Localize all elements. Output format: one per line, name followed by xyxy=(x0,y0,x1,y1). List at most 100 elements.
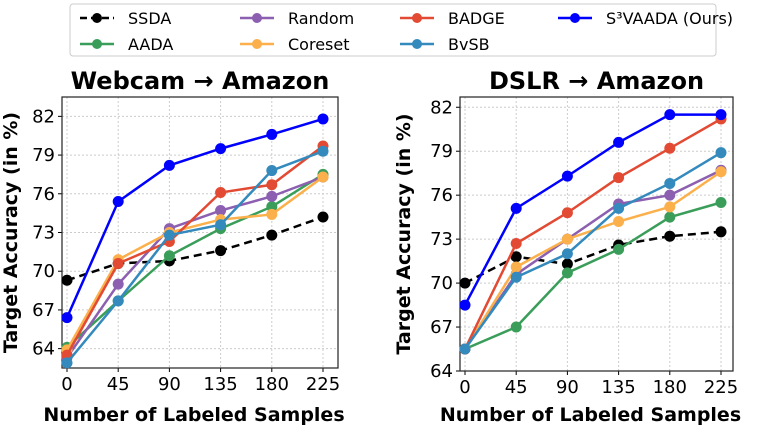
data-point xyxy=(215,219,227,231)
series-line xyxy=(463,151,722,350)
series-line xyxy=(66,215,324,282)
legend: SSDA AADA Random Coreset BADGE BvSB S³VAADA (O… xyxy=(69,3,733,57)
legend-marker xyxy=(92,39,102,49)
plot-frame xyxy=(459,96,734,372)
series-s-vaada-ours- xyxy=(459,109,727,311)
data-point xyxy=(613,172,625,184)
legend-label: SSDA xyxy=(128,9,171,28)
data-point xyxy=(664,230,676,242)
x-tick-label: 90 xyxy=(556,377,579,398)
y-tick-label: 79 xyxy=(32,145,55,166)
legend-box xyxy=(69,3,717,57)
data-point xyxy=(510,271,522,283)
data-point xyxy=(664,201,676,213)
series-line xyxy=(65,176,324,351)
data-point xyxy=(613,202,625,214)
legend-item: SSDA xyxy=(80,9,171,28)
data-point xyxy=(215,186,227,198)
y-tick-label: 73 xyxy=(430,229,453,250)
y-tick-label: 70 xyxy=(32,261,55,282)
data-point xyxy=(61,312,73,324)
series-random xyxy=(459,164,727,355)
legend-label: S³VAADA (Ours) xyxy=(606,9,733,28)
data-point xyxy=(112,295,124,307)
legend-item: Random xyxy=(240,9,354,28)
series-line xyxy=(464,230,722,285)
series-ssda xyxy=(61,211,329,286)
data-point xyxy=(163,229,175,241)
data-point xyxy=(112,257,124,269)
y-tick-label: 76 xyxy=(32,184,55,205)
data-point xyxy=(266,190,278,202)
y-tick-label: 73 xyxy=(32,223,55,244)
series-line xyxy=(65,117,324,319)
data-point xyxy=(664,211,676,223)
series-coreset xyxy=(61,171,329,356)
data-point xyxy=(163,159,175,171)
y-axis-label: Target Accuracy (in %) xyxy=(393,113,415,354)
y-tick-label: 67 xyxy=(430,317,453,338)
data-point xyxy=(561,233,573,245)
data-point xyxy=(112,196,124,208)
legend-item: S³VAADA (Ours) xyxy=(558,9,733,28)
x-tick-label: 90 xyxy=(158,374,181,395)
data-point xyxy=(613,216,625,228)
data-point xyxy=(664,109,676,121)
data-point xyxy=(215,205,227,217)
x-tick-label: 0 xyxy=(459,377,470,398)
data-point xyxy=(664,177,676,189)
legend-label: BvSB xyxy=(448,35,490,54)
y-tick-label: 64 xyxy=(430,361,453,382)
series-line xyxy=(66,150,324,364)
series-line xyxy=(463,169,722,350)
chart-title: DSLR → Amazon xyxy=(489,67,704,95)
data-point xyxy=(664,189,676,201)
x-tick-label: 0 xyxy=(61,374,72,395)
y-tick-label: 79 xyxy=(430,141,453,162)
legend-label: Coreset xyxy=(288,35,349,54)
data-point xyxy=(215,245,227,257)
data-point xyxy=(715,196,727,208)
series-bvsb xyxy=(61,145,329,369)
legend-marker xyxy=(570,13,580,23)
series-line xyxy=(66,173,324,349)
x-tick-label: 135 xyxy=(601,377,635,398)
chart-0: 0 45 90 135 180 225 64 67 70 73 76 79 82 Webcam → Ama… xyxy=(0,67,345,426)
series-line xyxy=(65,175,324,359)
series-line xyxy=(464,201,722,351)
data-point xyxy=(510,321,522,333)
data-point xyxy=(317,113,329,125)
legend-marker xyxy=(92,13,102,23)
data-point xyxy=(510,261,522,273)
y-tick-label: 76 xyxy=(430,185,453,206)
legend-item: BvSB xyxy=(400,35,490,54)
y-tick-label: 82 xyxy=(430,97,453,118)
data-point xyxy=(266,201,278,213)
data-point xyxy=(715,226,727,238)
data-point xyxy=(266,179,278,191)
data-point xyxy=(317,211,329,223)
legend-item: BADGE xyxy=(400,9,505,28)
series-badge xyxy=(61,140,329,361)
y-axis-label: Target Accuracy (in %) xyxy=(0,112,22,353)
series-s-vaada-ours- xyxy=(61,113,329,324)
legend-item: AADA xyxy=(80,35,173,54)
series-line xyxy=(65,145,324,356)
y-tick-label: 82 xyxy=(32,106,55,127)
data-point xyxy=(561,207,573,219)
data-point xyxy=(266,229,278,241)
data-point xyxy=(61,357,73,369)
data-point xyxy=(510,251,522,263)
x-tick-label: 225 xyxy=(306,374,340,395)
legend-marker xyxy=(412,13,422,23)
series-random xyxy=(61,171,329,364)
plot-frame xyxy=(61,96,339,369)
y-tick-label: 70 xyxy=(430,273,453,294)
legend-label: Random xyxy=(288,9,354,28)
data-point xyxy=(561,170,573,182)
chart-1: 0 45 90 135 180 225 64 67 70 73 76 79 82 DSLR → Amazo… xyxy=(393,67,741,426)
data-point xyxy=(266,128,278,140)
data-point xyxy=(510,238,522,250)
